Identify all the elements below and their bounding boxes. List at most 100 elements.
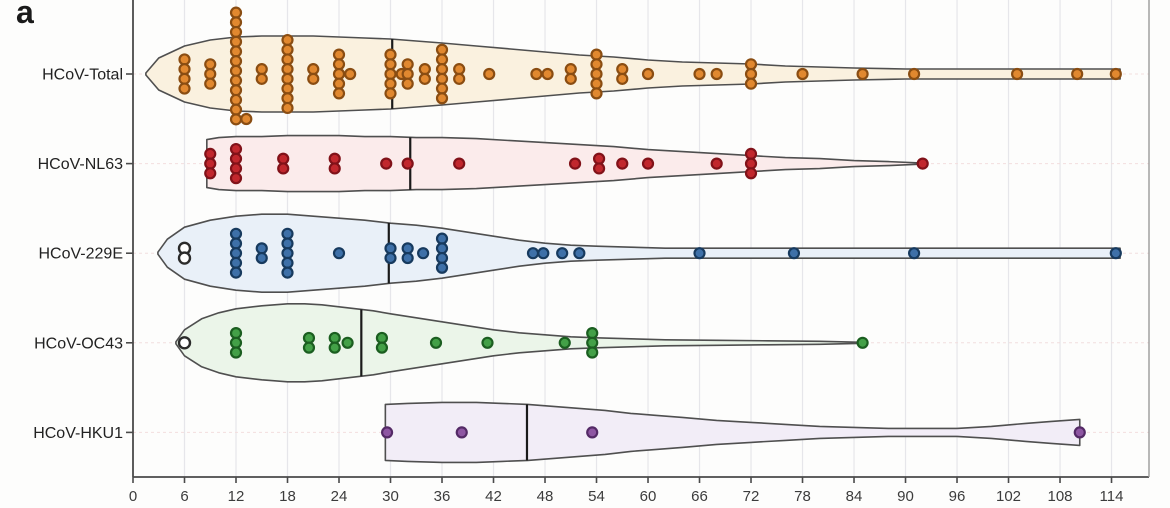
data-point [332, 77, 346, 90]
data-point [907, 247, 921, 260]
data-point [229, 237, 243, 250]
data-point [744, 147, 758, 160]
data-point [586, 336, 599, 349]
data-point [417, 247, 430, 260]
data-point [693, 67, 706, 81]
data-point [229, 93, 243, 107]
data-point [229, 113, 243, 126]
data-point [380, 157, 393, 170]
data-point [586, 327, 599, 340]
data-point [204, 67, 217, 81]
data-point [255, 251, 268, 265]
data-point [435, 92, 449, 105]
data-point [302, 331, 316, 345]
data-point [281, 82, 294, 95]
data-point [453, 72, 466, 85]
data-point [384, 87, 397, 100]
data-point [1109, 67, 1122, 81]
x-tick-label: 84 [846, 488, 863, 505]
data-point [255, 63, 268, 76]
data-point [556, 247, 569, 260]
data-point [281, 247, 294, 260]
data-point [229, 35, 243, 48]
data-point [204, 58, 217, 71]
data-point [435, 43, 449, 56]
data-point [435, 242, 449, 255]
data-point [586, 346, 599, 359]
open-data-point [177, 336, 192, 350]
x-tick-label: 78 [794, 488, 811, 505]
data-point [332, 67, 346, 81]
data-point [564, 63, 577, 76]
data-point [590, 58, 603, 71]
data-point [281, 33, 294, 47]
data-point [586, 426, 599, 439]
data-point [481, 336, 494, 349]
row-label-hcov-229e: HCoV-229E [39, 246, 124, 263]
data-point [616, 157, 629, 170]
data-point [856, 336, 869, 349]
data-point [693, 247, 706, 260]
data-point [856, 67, 869, 81]
open-data-point [177, 251, 192, 265]
data-point [281, 63, 294, 76]
data-point [281, 101, 294, 115]
data-point [710, 67, 723, 81]
data-point [229, 346, 243, 359]
data-point [375, 331, 389, 345]
data-point [401, 157, 414, 170]
data-point [281, 92, 294, 105]
data-point [1011, 67, 1024, 81]
x-tick-label: 66 [691, 488, 708, 505]
data-point [229, 64, 243, 77]
data-point [526, 247, 540, 260]
data-point [204, 77, 217, 90]
data-point [401, 242, 414, 255]
data-point [229, 74, 243, 87]
data-point [204, 157, 217, 170]
data-point [204, 167, 217, 180]
data-point [744, 58, 758, 71]
data-point [375, 341, 389, 354]
x-tick-label: 72 [743, 488, 760, 505]
data-point [229, 152, 243, 165]
x-tick-label: 36 [434, 488, 451, 505]
data-point [384, 67, 397, 81]
data-point [558, 336, 571, 349]
violin-hcov-hku1 [384, 401, 1081, 464]
data-point [564, 72, 577, 85]
data-point [229, 336, 243, 349]
data-point [483, 67, 496, 81]
data-point [592, 162, 606, 175]
row-label-hcov-total: HCoV-Total [42, 67, 123, 84]
panel-label: a [16, 0, 34, 30]
data-point [240, 112, 253, 126]
data-point [229, 227, 243, 240]
row-label-hcov-oc43: HCoV-OC43 [34, 335, 123, 352]
violin-hcov-229e [157, 213, 1121, 294]
data-point [384, 77, 397, 90]
data-point [568, 157, 582, 170]
data-point [429, 336, 443, 349]
data-point [229, 25, 243, 39]
data-point [616, 63, 629, 76]
data-point [796, 67, 809, 81]
x-tick-label: 96 [949, 488, 966, 505]
data-point [590, 48, 603, 61]
data-point [307, 63, 320, 76]
data-point [229, 45, 243, 58]
data-point [744, 67, 758, 81]
data-point [332, 247, 346, 260]
data-point [277, 162, 290, 175]
data-point [229, 256, 243, 269]
data-point [435, 82, 449, 95]
data-point [616, 72, 629, 85]
data-point [455, 426, 468, 439]
data-point [178, 63, 191, 76]
data-point [229, 247, 243, 260]
data-point [344, 67, 357, 81]
data-point [541, 67, 554, 81]
data-point [380, 426, 394, 439]
data-point [384, 251, 397, 265]
data-point [710, 157, 723, 170]
